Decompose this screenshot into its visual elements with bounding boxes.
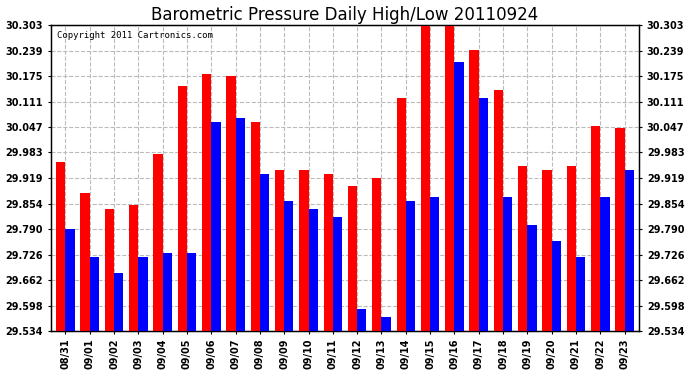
Bar: [357, 309, 366, 331]
Bar: [114, 273, 124, 331]
Bar: [455, 62, 464, 331]
Bar: [469, 50, 479, 331]
Bar: [163, 253, 172, 331]
Bar: [138, 257, 148, 331]
Bar: [406, 201, 415, 331]
Bar: [445, 24, 455, 331]
Bar: [105, 209, 114, 331]
Bar: [397, 98, 406, 331]
Bar: [226, 76, 235, 331]
Bar: [284, 201, 293, 331]
Bar: [421, 26, 430, 331]
Bar: [235, 118, 245, 331]
Bar: [324, 174, 333, 331]
Bar: [56, 162, 66, 331]
Bar: [430, 198, 440, 331]
Bar: [552, 241, 561, 331]
Bar: [275, 170, 284, 331]
Bar: [333, 217, 342, 331]
Bar: [503, 198, 512, 331]
Bar: [382, 317, 391, 331]
Bar: [202, 74, 211, 331]
Bar: [129, 206, 138, 331]
Bar: [178, 86, 187, 331]
Bar: [81, 194, 90, 331]
Bar: [260, 174, 269, 331]
Bar: [624, 170, 634, 331]
Bar: [299, 170, 308, 331]
Bar: [566, 166, 576, 331]
Bar: [527, 225, 537, 331]
Bar: [615, 128, 624, 331]
Bar: [66, 229, 75, 331]
Bar: [591, 126, 600, 331]
Bar: [187, 253, 196, 331]
Text: Copyright 2011 Cartronics.com: Copyright 2011 Cartronics.com: [57, 31, 213, 40]
Bar: [576, 257, 585, 331]
Bar: [90, 257, 99, 331]
Bar: [494, 90, 503, 331]
Bar: [479, 98, 488, 331]
Bar: [211, 122, 221, 331]
Bar: [308, 209, 318, 331]
Bar: [153, 154, 163, 331]
Bar: [542, 170, 552, 331]
Bar: [250, 122, 260, 331]
Bar: [372, 177, 382, 331]
Bar: [518, 166, 527, 331]
Title: Barometric Pressure Daily High/Low 20110924: Barometric Pressure Daily High/Low 20110…: [151, 6, 539, 24]
Bar: [348, 186, 357, 331]
Bar: [600, 198, 609, 331]
